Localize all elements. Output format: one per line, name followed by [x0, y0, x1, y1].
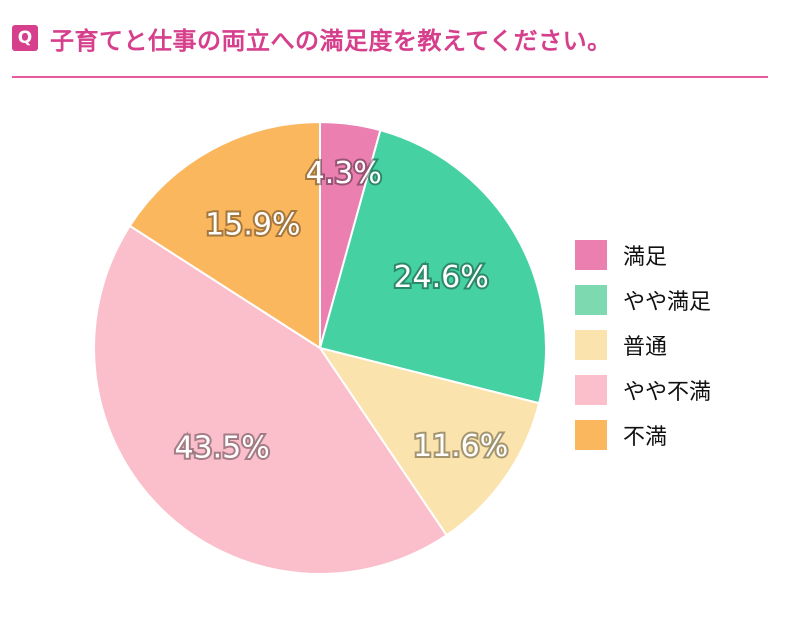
pie-data-label: 24.6% [393, 260, 488, 295]
legend-label: 普通 [623, 335, 668, 360]
legend-item-fuman: 不満 [575, 420, 711, 450]
header-divider [12, 76, 768, 78]
legend-item-manzoku: 満足 [575, 240, 711, 270]
chart-legend: 満足 やや満足 普通 やや不満 不満 [575, 240, 711, 450]
pie-slice-yaya-fuman [93, 224, 448, 575]
question-badge: Q [12, 25, 38, 51]
legend-swatch [575, 420, 607, 450]
pie-slice-fuman [128, 121, 321, 349]
legend-item-futsu: 普通 [575, 330, 711, 360]
legend-label: 満足 [623, 245, 668, 270]
pie-slices [93, 121, 547, 575]
legend-label: 不満 [623, 425, 668, 450]
legend-swatch [575, 285, 607, 315]
legend-label: やや満足 [623, 290, 712, 315]
pie-data-label: 4.3% [306, 156, 382, 191]
legend-item-yaya-manzoku: やや満足 [575, 285, 711, 315]
pie-data-label: 15.9% [205, 208, 300, 243]
legend-label: やや不満 [623, 380, 712, 405]
legend-swatch [575, 330, 607, 360]
pie-data-label: 11.6% [413, 429, 508, 464]
pie-slice-yaya-manzoku [319, 129, 547, 405]
legend-swatch [575, 240, 607, 270]
question-title: 子育てと仕事の両立への満足度を教えてください。 [50, 26, 612, 55]
legend-item-yaya-fuman: やや不満 [575, 375, 711, 405]
pie-slice-labels: 4.3% 24.6% 11.6% 43.5% 15.9% [172, 154, 510, 468]
pie-slice-futsu [319, 347, 541, 537]
legend-swatch [575, 375, 607, 405]
pie-data-label: 43.5% [174, 431, 269, 466]
question-header: Q 子育てと仕事の両立への満足度を教えてください。 [12, 18, 612, 58]
